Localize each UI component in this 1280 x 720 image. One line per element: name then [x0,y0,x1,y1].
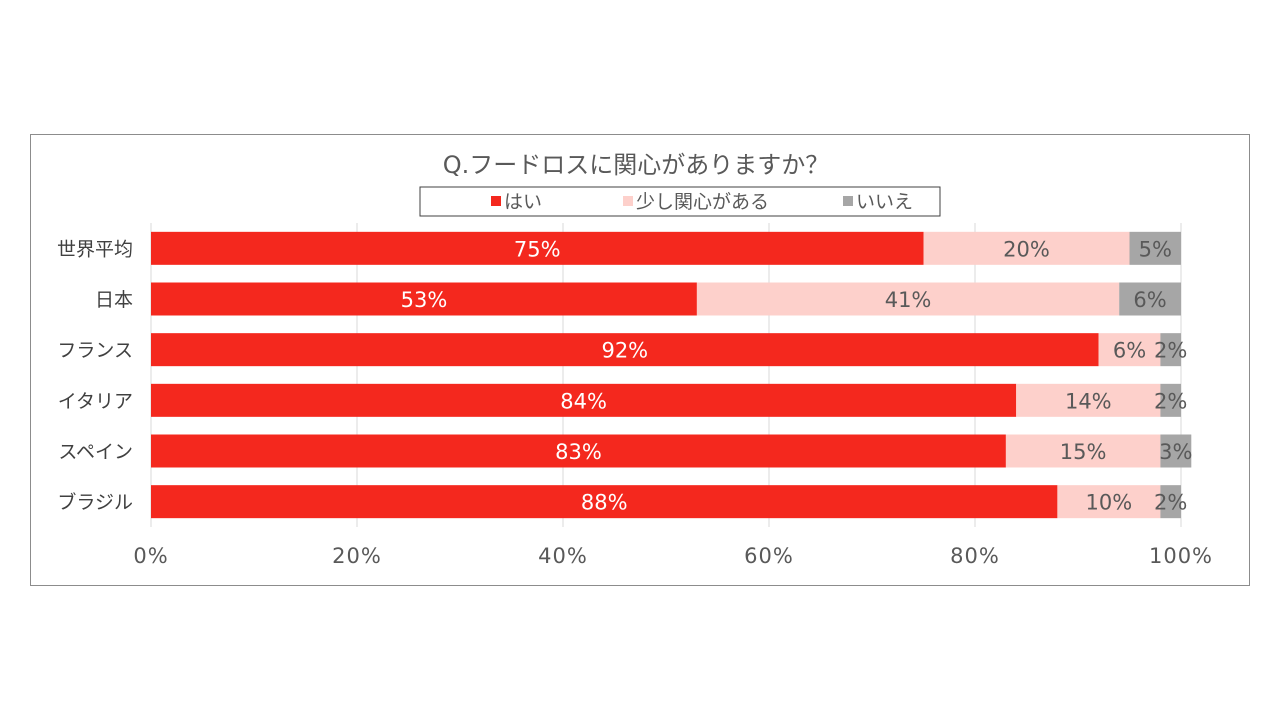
bar-segment [1119,282,1181,316]
bar-segment [1005,434,1161,468]
bar-segment [1160,485,1181,519]
bar-segment [151,485,1058,519]
x-axis-ticks: 0% 20% 40% 60% 80% 100% [133,544,1213,568]
legend-swatch [623,196,633,206]
bar-segment [1098,333,1161,367]
data-label: 2% [1154,389,1187,413]
bar-segment [151,333,1099,367]
data-label: 6% [1113,339,1146,363]
data-label: 88% [581,491,628,515]
legend-label: はい [504,191,542,213]
data-label: 2% [1154,491,1187,515]
data-label: 83% [555,440,602,464]
bar-segment [923,231,1130,265]
data-label: 14% [1065,389,1112,413]
bar-segment [151,383,1017,417]
x-tick-label: 40% [538,544,588,568]
bar-segment [1057,485,1161,519]
bar-segment [151,434,1006,468]
bar-segment [1016,383,1161,417]
data-label: 92% [601,339,648,363]
data-labels: 75% 20% 5% 53% 41% 6% 92% 6% 2% 84% 14% 2% 83% 15% 3% 8… [401,237,1193,514]
bar-segment [1129,231,1181,265]
data-label: 5% [1139,237,1172,261]
x-tick-label: 100% [1149,544,1213,568]
data-label: 15% [1060,440,1107,464]
bar-segment [151,231,924,265]
data-label: 10% [1086,491,1133,515]
legend-box [419,186,941,217]
x-tick-label: 20% [332,544,382,568]
data-label: 3% [1159,440,1192,464]
bars [151,231,1192,519]
legend: はい 少し関心がある いいえ [419,186,941,217]
legend-swatch [843,196,853,206]
chart-frame: Q.フードロスに関心がありますか？ はい 少し関心がある いいえ 75% 20% 5% 5… [30,134,1250,586]
legend-label: 少し関心がある [636,191,769,213]
legend-label: いいえ [856,191,913,213]
data-label: 84% [560,389,607,413]
data-label: 2% [1154,339,1187,363]
data-label: 75% [514,237,561,261]
data-label: 20% [1003,237,1050,261]
chart-title: Q.フードロスに関心がありますか？ [443,151,830,179]
category-label: 日本 [95,289,133,311]
data-label: 41% [885,288,932,312]
data-label: 53% [401,288,448,312]
x-tick-label: 0% [133,544,168,568]
data-label: 6% [1133,288,1166,312]
x-tick-label: 60% [744,544,794,568]
legend-swatch [491,196,501,206]
bar-segment [1160,434,1192,468]
category-label: イタリア [58,390,133,412]
bar-segment [696,282,1120,316]
stacked-bar-chart: Q.フードロスに関心がありますか？ はい 少し関心がある いいえ 75% 20% 5% 5… [57,151,1213,568]
bar-segment [1160,383,1181,417]
category-label: スペイン [58,441,133,463]
grid-lines [150,223,1182,527]
bar-segment [1160,333,1181,367]
category-label: フランス [57,340,133,362]
category-label: 世界平均 [57,238,133,260]
x-tick-label: 80% [950,544,1000,568]
category-label: ブラジル [57,491,133,514]
bar-segment [151,282,697,316]
